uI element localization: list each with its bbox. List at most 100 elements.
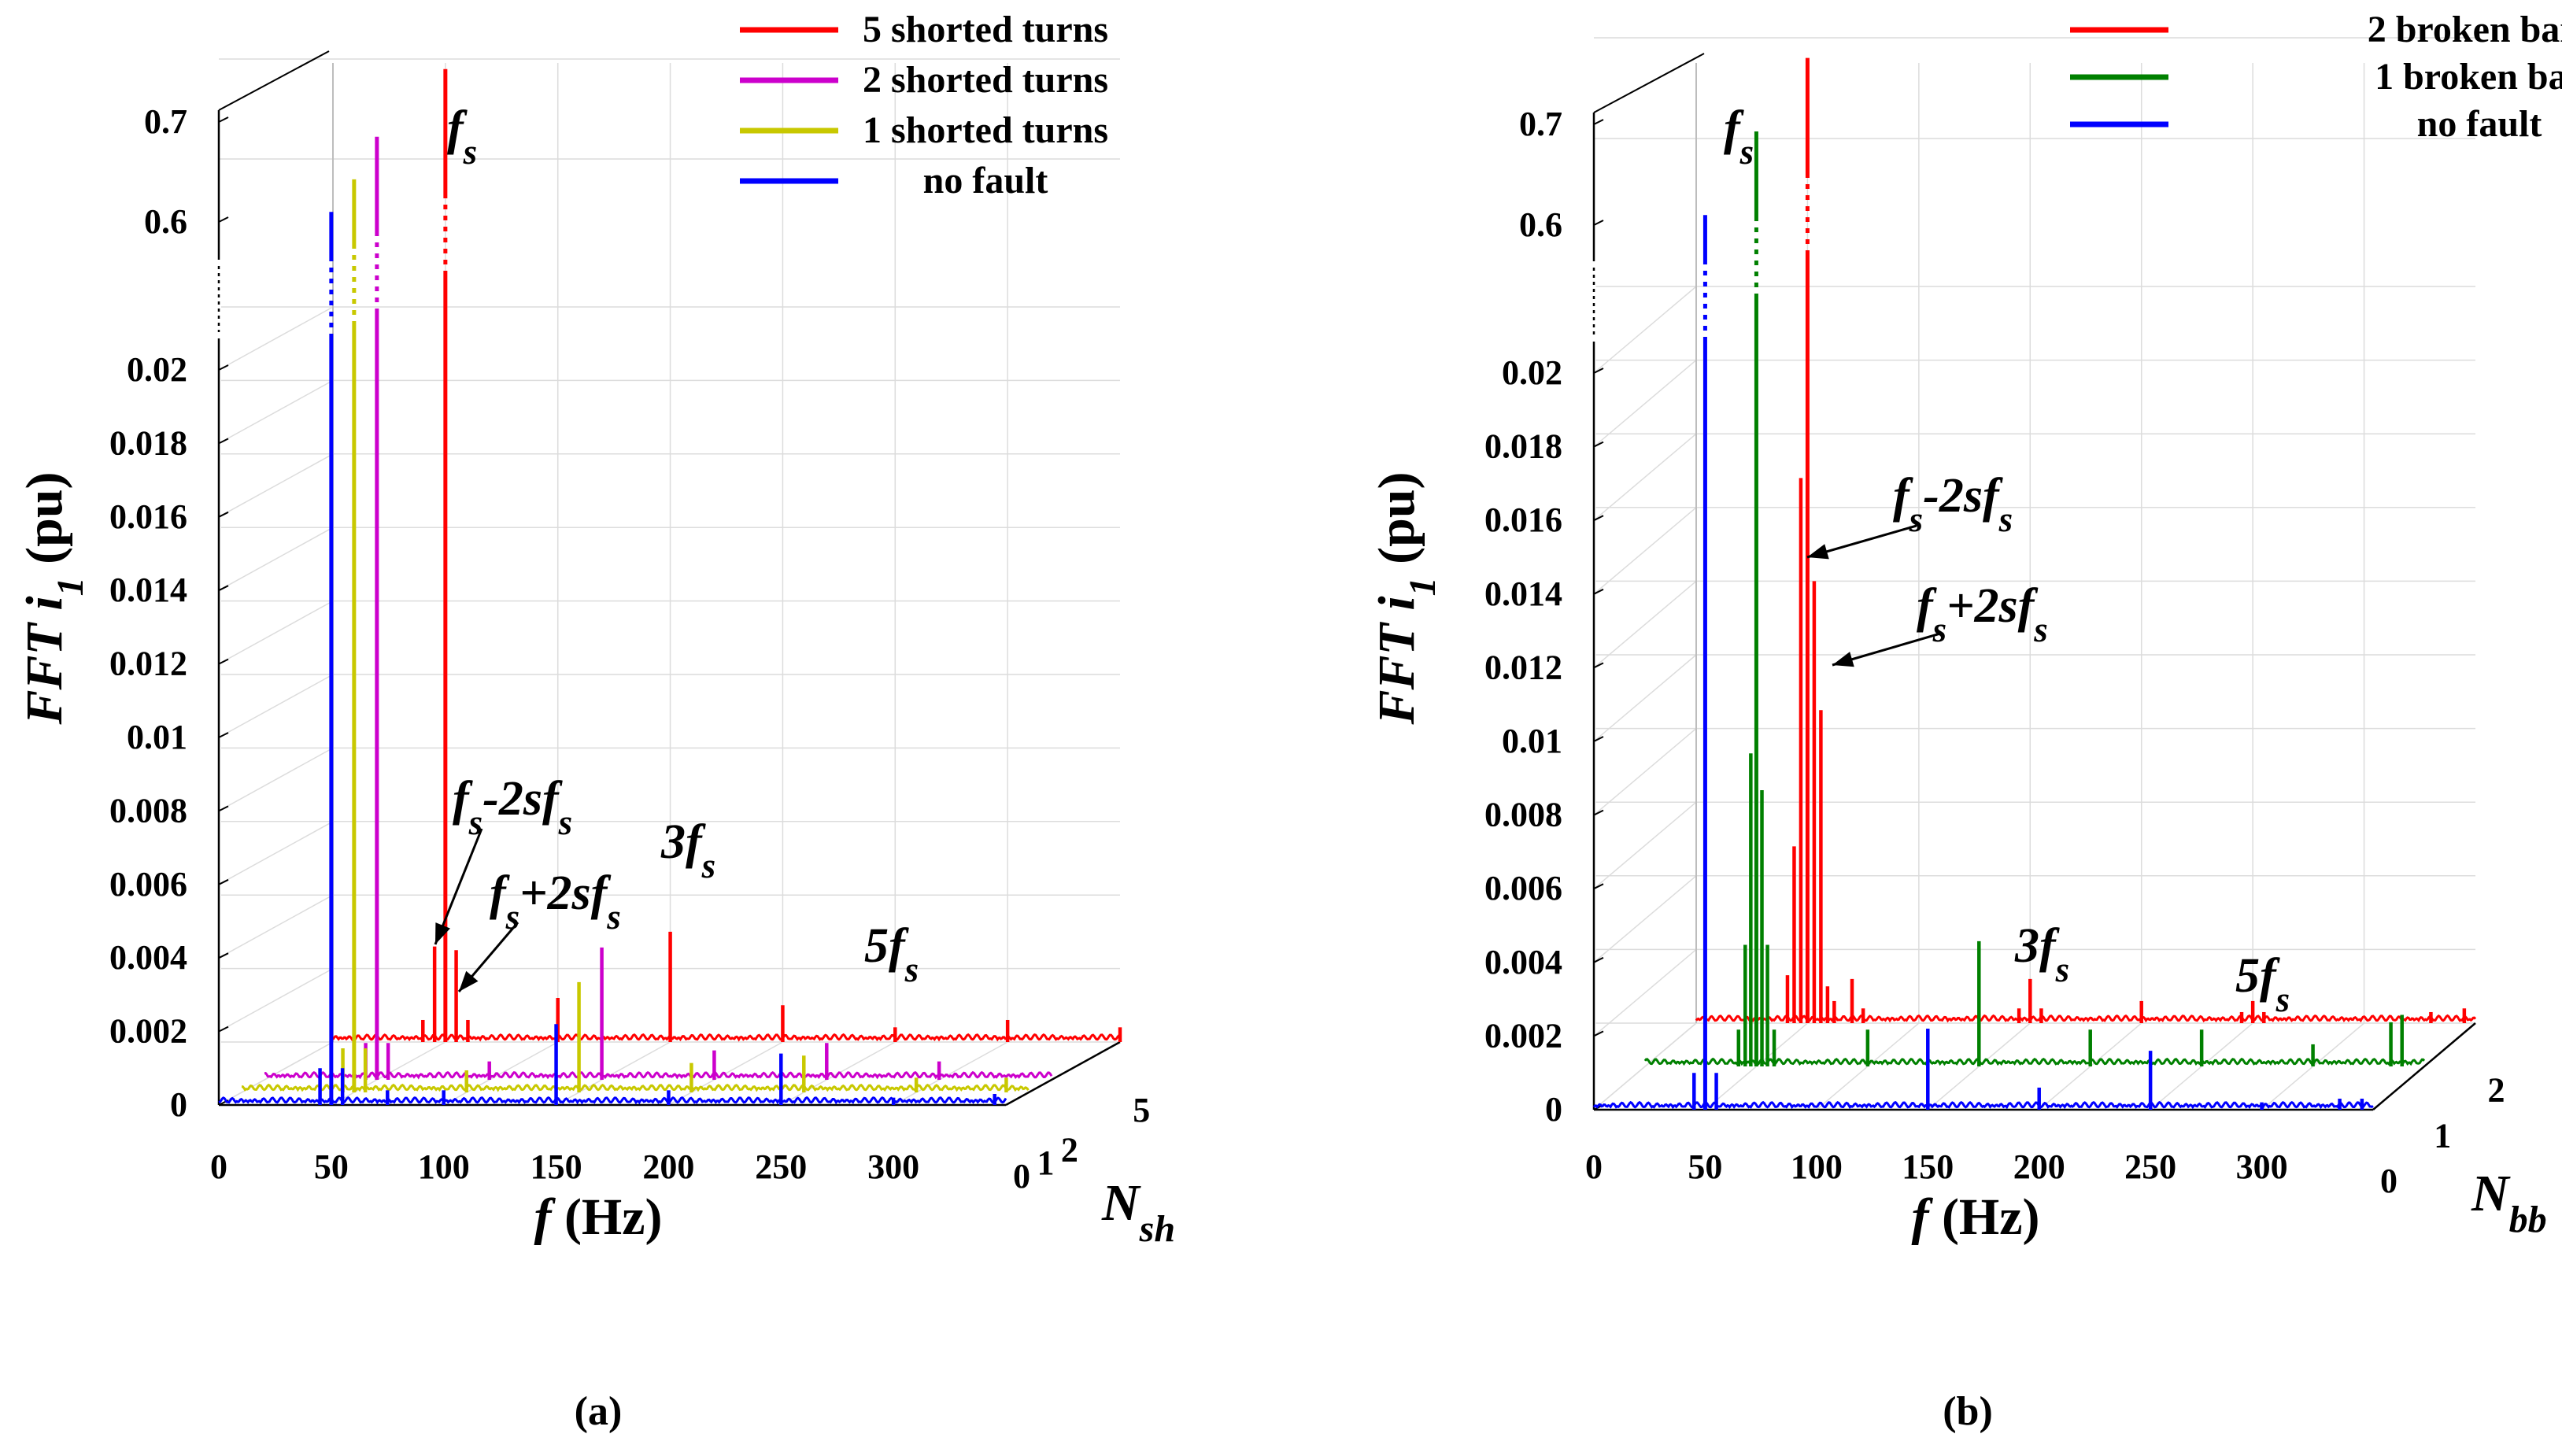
panel-b-annotation-fs2sfs: fs-2sfs xyxy=(1893,469,2013,539)
panel-a-ztick-label: 2 xyxy=(1061,1130,1078,1169)
panel-b-ytick-label: 0.6 xyxy=(1519,205,1562,244)
panel-b-top-edge xyxy=(1593,53,1705,113)
panel-b-xtick-label: 50 xyxy=(1688,1147,1722,1186)
panel-a-annotation-fs: fs xyxy=(447,102,477,172)
panel-b-series-baseline xyxy=(1592,1100,2374,1110)
panel-b-sgrid-4 xyxy=(1593,728,1697,816)
panel-b-legend-label: no fault xyxy=(2417,103,2542,145)
panel-a-z-axis xyxy=(1005,1040,1121,1107)
panel-b-annotation-arrow-2-head xyxy=(1832,652,1854,667)
panel-b-ztick-label: 0 xyxy=(2380,1162,2397,1200)
panel-a-y-axis-title-part: 1 xyxy=(50,577,91,596)
panel-a-annotation-arrow-2-head xyxy=(459,970,479,992)
panel-a-annotation-3fs: 3fs xyxy=(660,815,715,885)
panel-b-z-axis-title-part: N xyxy=(2471,1165,2511,1222)
panel-b-annotation-arrow-1-head xyxy=(1807,544,1829,560)
panel-b-legend-label: 2 broken bars xyxy=(2368,9,2562,50)
panel-a-annotation-fs2sfs-part: s xyxy=(468,803,483,842)
panel-b-grid xyxy=(1593,37,2475,1110)
panel-b-annotation-3fs-part: 3f xyxy=(2014,919,2060,973)
panel-b-sgrid-6 xyxy=(1593,580,1697,668)
panel-a-annotation-5fs: 5fs xyxy=(864,919,919,989)
panel-b-sgrid-2 xyxy=(1593,875,1697,963)
panel-a-xtick-label: 150 xyxy=(531,1147,582,1186)
panel-a-annotation-3fs-part: 3f xyxy=(660,815,706,869)
panel-a-sgrid-8 xyxy=(218,453,334,518)
panel-b-ytick-4 xyxy=(1593,809,1604,816)
panel-a-legend-label: 5 shorted turns xyxy=(863,9,1108,50)
panel-a-ytick-label: 0 xyxy=(170,1085,187,1124)
panel-b-ytick-label: 0.02 xyxy=(1502,353,1562,392)
panel-b-annotation-3fs: 3fs xyxy=(2014,919,2069,989)
panel-a-ytick-label: 0.6 xyxy=(144,202,187,241)
panel-a-ytick-label: 0.002 xyxy=(109,1012,187,1051)
panel-a-annotation-fs2sfs-part: s xyxy=(606,897,621,937)
panel-b-annotation-3fs-part: s xyxy=(2055,950,2070,989)
panel-a-series xyxy=(218,68,1122,1105)
panel-b-caption: (b) xyxy=(1943,1389,1993,1434)
panel-b-legend-label: 1 broken bar xyxy=(2375,56,2562,98)
panel-a-series-2-shorted-turns xyxy=(264,136,1053,1080)
panel-a-ytick-label: 0.01 xyxy=(127,718,187,756)
panel-a-z-axis-title-part: N xyxy=(1101,1174,1141,1232)
panel-b-z-axis-title: Nbb xyxy=(2471,1165,2547,1240)
panel-a-annotation-fs2sfs-part: s xyxy=(505,897,520,937)
panel-b-z-axis-title-part: bb xyxy=(2509,1199,2547,1240)
panel-b-y-axis-title-part: (pu) xyxy=(1368,471,1425,577)
panel-b-series-1-broken-bar xyxy=(1643,131,2426,1066)
panel-a-fgrid-0 xyxy=(218,1041,334,1106)
panel-a-annotation-fs2sfs-part: +2sf xyxy=(519,867,611,920)
panel-b-ytick-5 xyxy=(1593,736,1604,742)
panel-b-sgrid-1 xyxy=(1593,948,1697,1037)
panel-a-sgrid-6 xyxy=(218,600,334,665)
panel-b-series-no-fault xyxy=(1592,215,2374,1110)
panel-b-annotation-fs2sfs-part: +2sf xyxy=(1946,579,2038,633)
panel-b-x-axis-title: f (Hz) xyxy=(1911,1188,2039,1246)
panel-a-xtick-label: 200 xyxy=(642,1147,694,1186)
panel-b-ytick-6 xyxy=(1593,662,1604,669)
panel-a-fgrid-6 xyxy=(893,1041,1008,1106)
panel-b-ytick-label: 0.006 xyxy=(1484,869,1562,907)
panel-a-z-axis-title: Nsh xyxy=(1101,1174,1175,1250)
panel-a-annotation-arrow-1-shaft xyxy=(434,828,483,945)
panel-b-ytick-2 xyxy=(1593,956,1604,963)
panel-a-annotation-fs2sfs-part: s xyxy=(558,803,573,842)
panel-a-legend-label: 1 shorted turns xyxy=(863,109,1108,151)
panel-b-ytick-label: 0.012 xyxy=(1484,648,1562,686)
panel-b-y-axis-title: FFT i1 (pu) xyxy=(1368,471,1444,725)
panel-b-ytick-label: 0.008 xyxy=(1484,796,1562,834)
panel-a-series-5-shorted-turns xyxy=(331,68,1122,1042)
panel-b-annotation-fs2sfs-part: -2sf xyxy=(1923,469,2003,523)
panel-b-axes: 0 0.002 0.004 0.006 0.008 0.01 0.012 0.014 0.016… xyxy=(1368,53,2547,1246)
panel-a-ytick-9 xyxy=(218,438,229,445)
panel-a-annotation-fs2sfs-part: -2sf xyxy=(482,772,563,826)
panel-a-xtick-label: 50 xyxy=(314,1147,349,1186)
panel-b-xtick-label: 250 xyxy=(2124,1147,2176,1186)
panel-b-annotation-fs2sfs: fs+2sfs xyxy=(1917,579,2048,649)
panel-a-ztick-label: 1 xyxy=(1037,1144,1054,1182)
panel-a-legend-label: 2 shorted turns xyxy=(863,59,1108,101)
panel-a-series-baseline xyxy=(218,1096,1007,1105)
panel-b-y-axis-title-part: FFT i xyxy=(1368,596,1425,726)
panel-a-ytick-10 xyxy=(218,364,229,371)
panel-b-xtick-label: 0 xyxy=(1585,1147,1603,1186)
panel-b-ytick-7 xyxy=(1593,588,1604,595)
panel-a-xtick-label: 250 xyxy=(755,1147,807,1186)
panel-b-annotation-fs2sfs-part: s xyxy=(1909,500,1924,539)
panel-a-annotation-fs2sfs: fs-2sfs xyxy=(453,772,572,842)
panel-a-ytick-u-0 xyxy=(218,216,229,223)
panel-a-series-1-shorted-turns xyxy=(241,179,1030,1092)
panel-b-ytick-label: 0.016 xyxy=(1484,501,1562,539)
panel-a-ytick-label: 0.02 xyxy=(127,350,187,389)
panel-b-annotation-fs: fs xyxy=(1724,102,1754,172)
panel-a-sgrid-1 xyxy=(218,967,334,1033)
panel-b-x-axis-title-part: (Hz) xyxy=(1928,1188,2039,1246)
panel-a-ytick-label: 0.7 xyxy=(144,102,187,141)
panel-b-y-axis-title-part: 1 xyxy=(1402,577,1444,596)
panel-b-annotation-fs2sfs-part: s xyxy=(2033,610,2048,649)
panel-a-ytick-label: 0.018 xyxy=(109,423,187,462)
panel-a-annotation-fs2sfs: fs+2sfs xyxy=(490,867,621,937)
panel-b-annotation-fs-part: s xyxy=(1739,132,1754,172)
panel-b-ytick-10 xyxy=(1593,368,1604,374)
